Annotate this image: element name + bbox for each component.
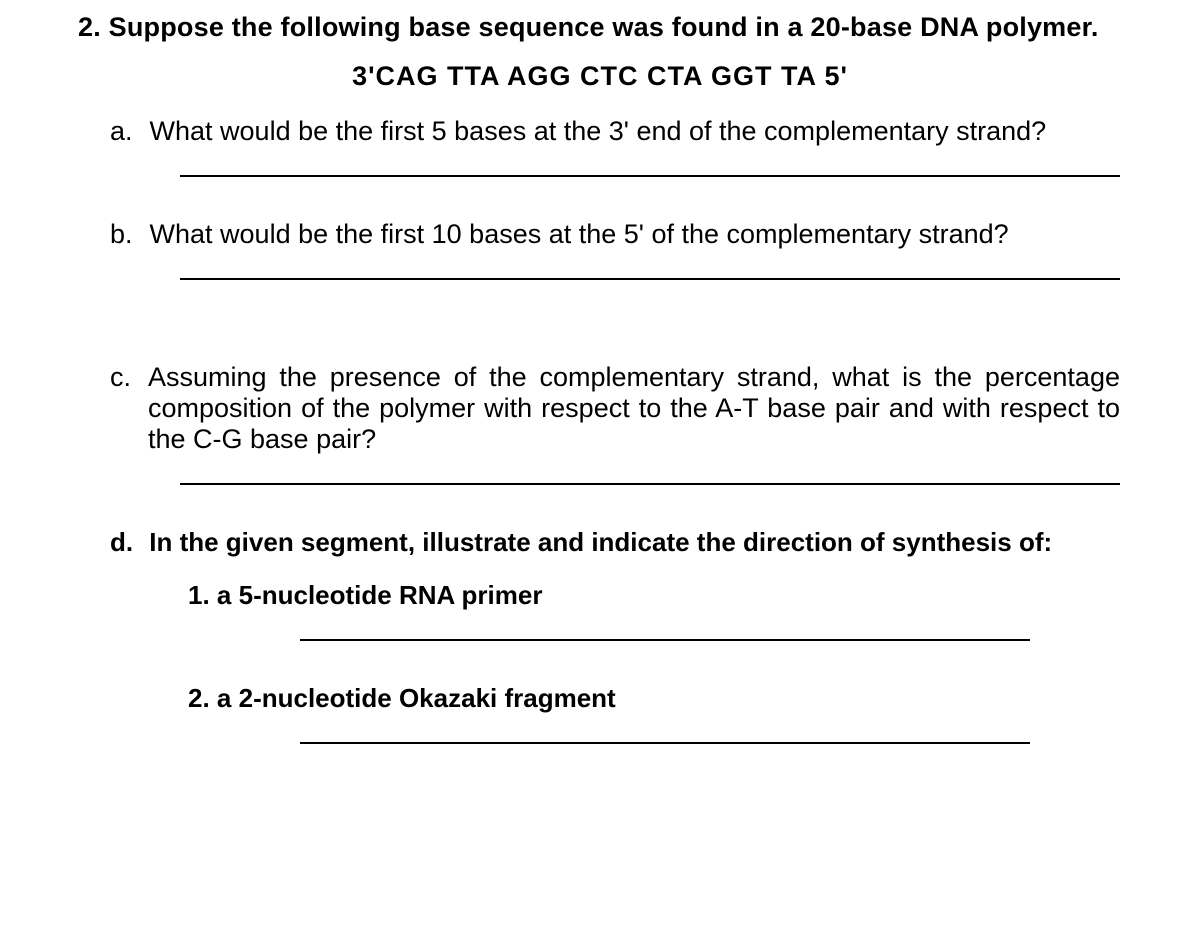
dna-sequence: 3'CAG TTA AGG CTC CTA GGT TA 5' [40, 61, 1160, 92]
part-a-label: a. [110, 116, 142, 147]
part-b: b. What would be the first 10 bases at t… [110, 219, 1120, 250]
question-stem-text: Suppose the following base sequence was … [109, 12, 1099, 42]
question-stem: 2. Suppose the following base sequence w… [78, 12, 1160, 43]
part-c-body: c. Assuming the presence of the compleme… [110, 362, 1120, 455]
part-c: c. Assuming the presence of the compleme… [110, 362, 1120, 455]
answer-line-d1 [300, 639, 1030, 641]
answer-line-b [180, 278, 1120, 280]
answer-line-d2 [300, 742, 1030, 744]
part-a-text: What would be the first 5 bases at the 3… [150, 116, 1047, 146]
part-a: a. What would be the first 5 bases at th… [110, 116, 1120, 147]
part-d-item-1: 1. a 5-nucleotide RNA primer [188, 580, 1120, 611]
answer-line-c [180, 483, 1120, 485]
part-d: d. In the given segment, illustrate and … [110, 527, 1120, 744]
part-c-text: Assuming the presence of the complementa… [148, 362, 1120, 455]
answer-line-a [180, 175, 1120, 177]
part-d-item-1-text: a 5-nucleotide RNA primer [217, 580, 543, 610]
question-number: 2. [78, 12, 101, 42]
part-b-text: What would be the first 10 bases at the … [150, 219, 1009, 249]
worksheet-page: 2. Suppose the following base sequence w… [0, 0, 1200, 931]
part-d-item-2-text: a 2-nucleotide Okazaki fragment [217, 683, 616, 713]
part-b-label: b. [110, 219, 142, 250]
spacer-1 [40, 322, 1160, 362]
part-d-text: In the given segment, illustrate and ind… [149, 527, 1052, 557]
part-d-item-2: 2. a 2-nucleotide Okazaki fragment [188, 683, 1120, 714]
part-d-item-1-label: 1. [188, 580, 210, 610]
part-d-item-2-label: 2. [188, 683, 210, 713]
part-c-label: c. [110, 362, 142, 393]
part-d-label: d. [110, 527, 142, 558]
